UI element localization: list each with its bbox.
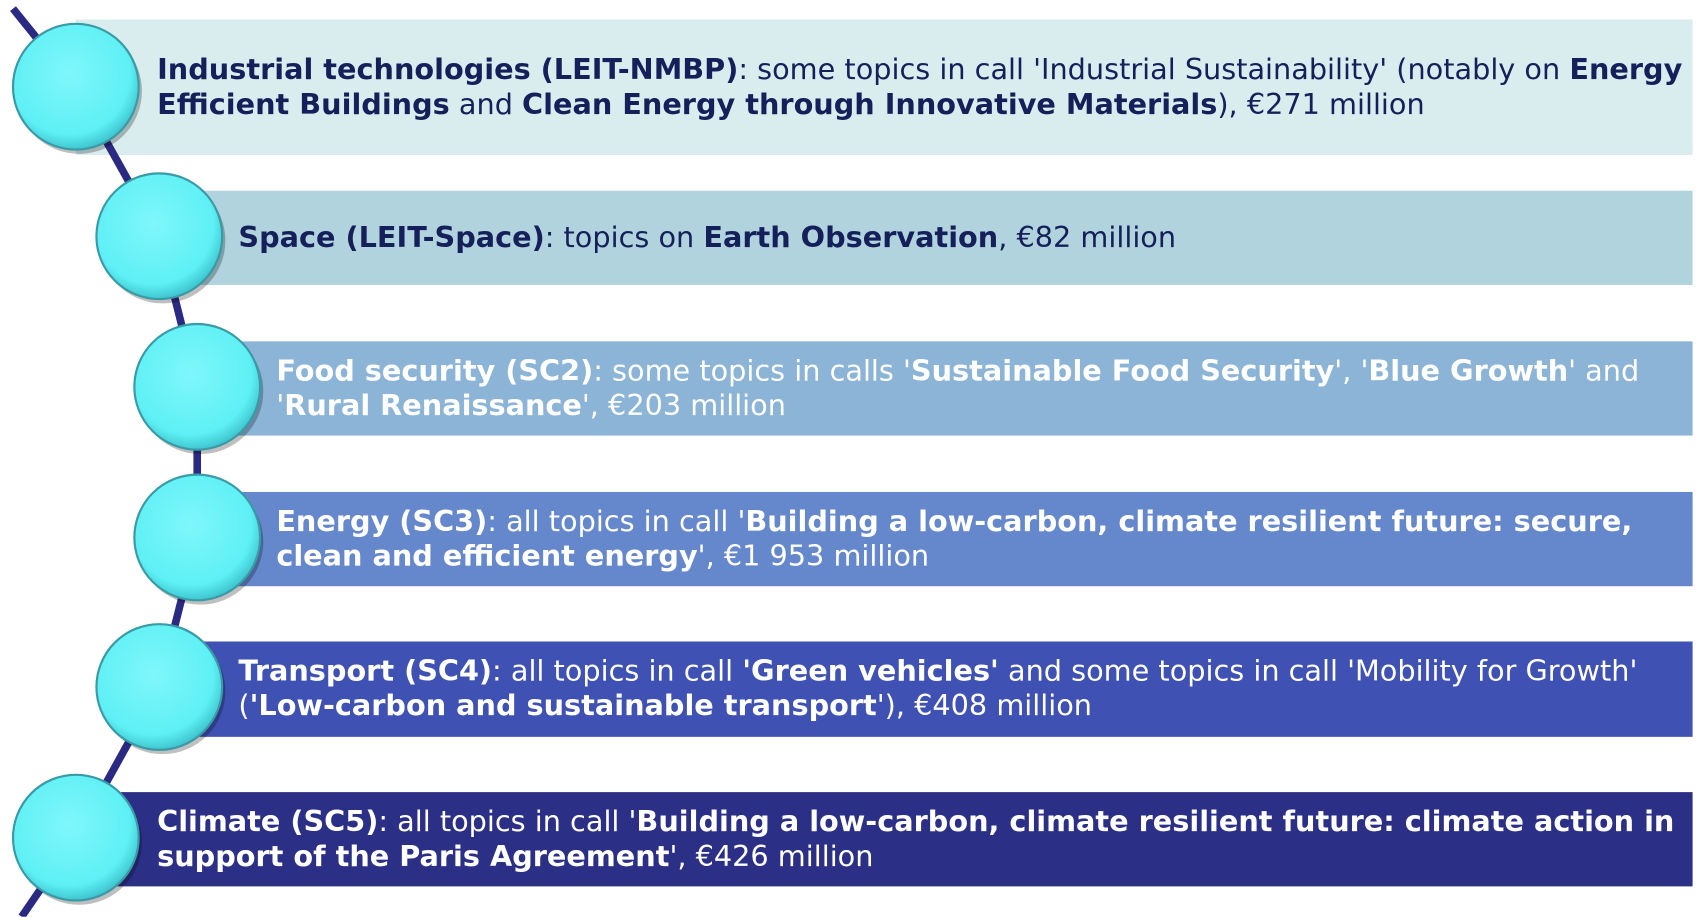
bold-text: Food security (SC2) bbox=[276, 354, 593, 388]
bold-text: Rural Renaissance bbox=[284, 388, 582, 422]
bullet-circle bbox=[134, 475, 260, 601]
item-paragraph: Food security (SC2): some topics in call… bbox=[276, 354, 1690, 423]
text: : all topics in call ' bbox=[378, 805, 636, 839]
item-paragraph: Transport (SC4): all topics in call 'Gre… bbox=[238, 654, 1690, 723]
bold-text: Industrial technologies (LEIT-NMBP) bbox=[157, 53, 738, 87]
item-paragraph: Industrial technologies (LEIT-NMBP): som… bbox=[157, 53, 1690, 122]
bold-text: Transport (SC4) bbox=[238, 654, 492, 688]
bold-text: Sustainable Food Security bbox=[911, 354, 1334, 388]
text: : topics on bbox=[545, 221, 704, 255]
bullet-circle bbox=[13, 775, 139, 901]
item-paragraph: Climate (SC5): all topics in call 'Build… bbox=[157, 805, 1690, 874]
bullet-circle bbox=[134, 324, 260, 450]
text: ', €203 million bbox=[582, 388, 786, 422]
page: Industrial technologies (LEIT-NMBP): som… bbox=[0, 0, 1699, 917]
text: ', ' bbox=[1334, 354, 1368, 388]
bullet-circle bbox=[96, 173, 222, 299]
item-paragraph: Space (LEIT-Space): topics on Earth Obse… bbox=[238, 221, 1176, 256]
bold-text: Clean Energy through Innovative Material… bbox=[522, 87, 1217, 121]
text: : some topics in calls ' bbox=[593, 354, 911, 388]
text: and bbox=[450, 87, 522, 121]
item-text: Climate (SC5): all topics in call 'Build… bbox=[157, 792, 1690, 886]
text: , €82 million bbox=[998, 221, 1176, 255]
bold-text: 'Low-carbon and sustainable transport bbox=[250, 689, 877, 723]
bold-text: Space (LEIT-Space) bbox=[238, 221, 544, 255]
bold-text: Blue Growth bbox=[1368, 354, 1568, 388]
bold-text: Earth Observation bbox=[703, 221, 998, 255]
text: : some topics in call 'Industrial Sustai… bbox=[738, 53, 1569, 87]
bold-text: Energy (SC3) bbox=[276, 504, 487, 538]
item-text: Food security (SC2): some topics in call… bbox=[276, 341, 1690, 435]
bold-text: 'Green vehicles' bbox=[742, 654, 999, 688]
item-paragraph: Energy (SC3): all topics in call 'Buildi… bbox=[276, 504, 1690, 573]
item-text: Industrial technologies (LEIT-NMBP): som… bbox=[157, 20, 1690, 155]
bold-text: Climate (SC5) bbox=[157, 805, 378, 839]
text: : all topics in call bbox=[492, 654, 742, 688]
text: : all topics in call ' bbox=[487, 504, 745, 538]
text: ', €426 million bbox=[669, 839, 873, 873]
bullet-circle bbox=[96, 624, 222, 750]
bullet-circle bbox=[13, 24, 139, 150]
text: ), €271 million bbox=[1217, 87, 1424, 121]
text: ', €1 953 million bbox=[698, 539, 929, 573]
item-text: Transport (SC4): all topics in call 'Gre… bbox=[238, 641, 1690, 736]
text: '), €408 million bbox=[877, 689, 1092, 723]
slide: Industrial technologies (LEIT-NMBP): som… bbox=[0, 0, 1699, 917]
item-text: Space (LEIT-Space): topics on Earth Obse… bbox=[238, 191, 1690, 285]
item-text: Energy (SC3): all topics in call 'Buildi… bbox=[276, 492, 1690, 586]
